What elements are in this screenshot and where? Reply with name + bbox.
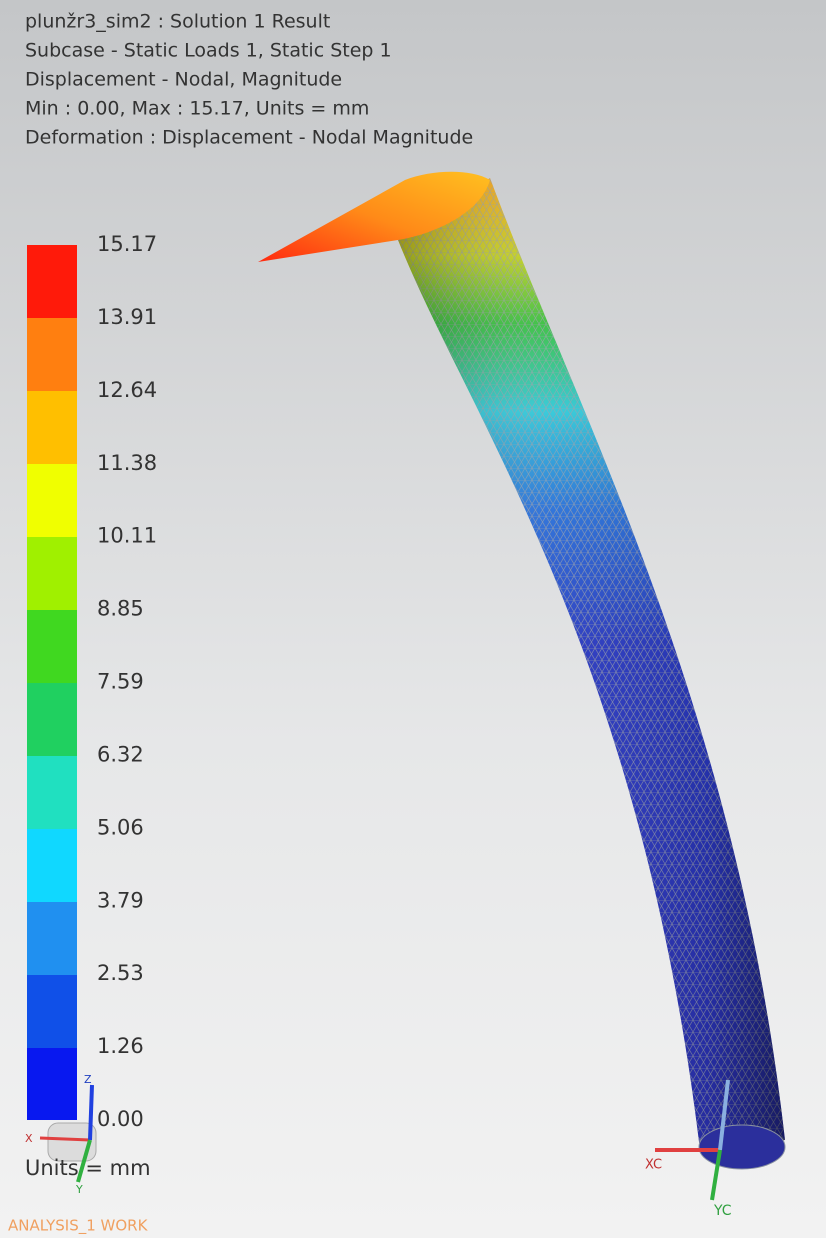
header-line: Deformation : Displacement - Nodal Magni… xyxy=(25,127,473,149)
legend-label: 5.06 xyxy=(97,815,144,839)
legend-label: 6.32 xyxy=(97,742,144,766)
tube-end xyxy=(699,1125,785,1169)
legend-label: 0.00 xyxy=(97,1107,144,1131)
status-label: ANALYSIS_1 WORK xyxy=(8,1217,149,1236)
axis-label: Y xyxy=(75,1183,83,1196)
header-line: plunžr3_sim2 : Solution 1 Result xyxy=(25,11,330,33)
axis-label: XC xyxy=(645,1158,662,1173)
legend-label: 11.38 xyxy=(97,451,157,475)
scene: plunžr3_sim2 : Solution 1 Result Subcase … xyxy=(0,0,826,1238)
legend-units: Units = mm xyxy=(25,1156,151,1180)
legend-label: 13.91 xyxy=(97,305,157,329)
viewport: plunžr3_sim2 : Solution 1 Result Subcase … xyxy=(0,0,826,1238)
legend-label: 3.79 xyxy=(97,888,144,912)
legend-label: 8.85 xyxy=(97,597,144,621)
legend-label: 2.53 xyxy=(97,961,144,985)
legend-bar xyxy=(27,245,77,1120)
header-line: Displacement - Nodal, Magnitude xyxy=(25,69,342,91)
tube-shade xyxy=(398,178,785,1150)
axis-label: Z xyxy=(84,1073,92,1086)
legend-label: 10.11 xyxy=(97,524,157,548)
axis-label: YC xyxy=(713,1203,732,1219)
legend-label: 1.26 xyxy=(97,1034,144,1058)
header-line: Min : 0.00, Max : 15.17, Units = mm xyxy=(25,98,369,120)
axis-label: X xyxy=(25,1132,33,1145)
header-line: Subcase - Static Loads 1, Static Step 1 xyxy=(25,40,392,62)
legend-label: 12.64 xyxy=(97,378,157,402)
legend-label: 7.59 xyxy=(97,670,144,694)
legend-label: 15.17 xyxy=(97,232,157,256)
